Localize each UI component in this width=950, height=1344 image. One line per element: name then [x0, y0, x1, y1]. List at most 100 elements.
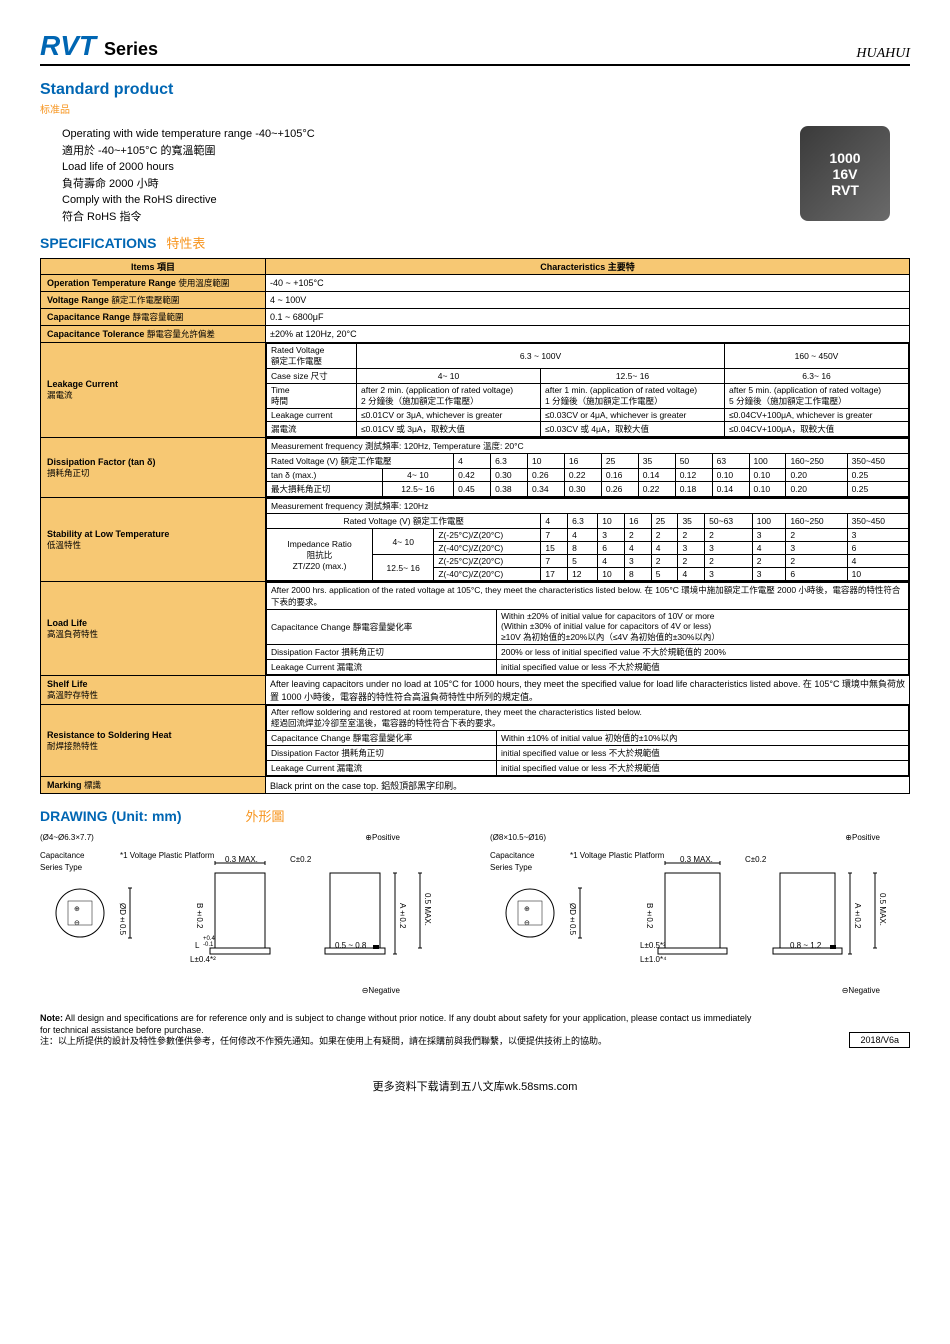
lk-r2c0: Case size 尺寸	[267, 369, 357, 384]
dr2c6: 0.22	[638, 482, 675, 497]
rs-r3b: initial specified value or less 不大於規範值	[497, 761, 909, 776]
sd15: 3	[678, 542, 705, 555]
dh11: 350~450	[847, 454, 908, 469]
dr1c7: 0.12	[675, 469, 712, 482]
sd23: 3	[624, 555, 651, 568]
dh2: 6.3	[491, 454, 528, 469]
sd02: 3	[598, 529, 625, 542]
stab-meas: Measurement frequency 測試頻率: 120Hz	[267, 499, 909, 514]
sd04: 2	[651, 529, 678, 542]
sd34: 5	[651, 568, 678, 581]
op-temp-en: Operation Temperature Range	[47, 278, 176, 288]
intro-l5: Comply with the RoHS directive	[62, 192, 315, 209]
dr2c10: 0.20	[786, 482, 847, 497]
sg0: Impedance Ratio 阻抗比 ZT/Z20 (max.)	[267, 529, 373, 581]
ld-r2b: 200% or less of initial specified value …	[497, 645, 909, 660]
dr2c11: 0.25	[847, 482, 908, 497]
lk-r2c1: 4~ 10	[357, 369, 541, 384]
dh1: 4	[454, 454, 491, 469]
sd05: 2	[678, 529, 705, 542]
sd06: 2	[705, 529, 753, 542]
ld-r1b: Within ±20% of initial value for capacit…	[497, 610, 909, 645]
dr1c10: 0.20	[786, 469, 847, 482]
dl-pos: ⊕Positive	[365, 833, 400, 842]
dr-size: (Ø8×10.5~Ø16)	[490, 833, 546, 842]
dr2c0: 最大損耗角正切	[267, 482, 383, 497]
dl-l2: L±0.4*²	[190, 955, 216, 964]
sd18: 3	[786, 542, 847, 555]
load-intro: After 2000 hrs. application of the rated…	[267, 583, 909, 610]
spec-heading: SPECIFICATIONS 特性表	[40, 233, 910, 252]
dr-d05: ØD±0.5	[568, 903, 577, 935]
dl-d05: ØD±0.5	[118, 903, 127, 935]
lk-r4c2: ≤0.03CV or 4μA, whichever is greater	[541, 409, 725, 422]
dl-r05: 0.5 ~ 0.8	[335, 941, 366, 950]
lk-r5c3: ≤0.04CV+100μA，取較大值	[725, 422, 909, 437]
ld-r2a: Dissipation Factor 損耗角正切	[267, 645, 497, 660]
dr2c7: 0.18	[675, 482, 712, 497]
dl-m03: 0.3 MAX.	[225, 855, 258, 864]
diss-en: Dissipation Factor (tan δ)	[47, 457, 155, 467]
sh5: 25	[651, 514, 678, 529]
sd32: 10	[598, 568, 625, 581]
stab-nested: Measurement frequency 測試頻率: 120Hz Rated …	[266, 498, 909, 581]
ctol-en: Capacitance Tolerance	[47, 329, 144, 339]
dr2c4: 0.30	[564, 482, 601, 497]
spec-cn: 特性表	[166, 236, 205, 251]
dr-rl10: L±1.0*⁴	[640, 955, 667, 964]
vrange-cn: 額定工作電壓範圍	[111, 295, 179, 305]
lk-r1c1: 6.3 ~ 100V	[357, 344, 725, 369]
dr-st: Series Type	[490, 863, 532, 872]
crange-en: Capacitance Range	[47, 312, 130, 322]
dr1c2: 0.30	[491, 469, 528, 482]
drawing-right: (Ø8×10.5~Ø16) ⊕Positive Capacitance *1 V…	[490, 833, 910, 1003]
op-temp-val: -40 ~ +105°C	[266, 275, 910, 292]
note-text: Note: All design and specifications are …	[40, 1013, 760, 1048]
sp1: 4~ 10	[373, 529, 434, 555]
dh7: 50	[675, 454, 712, 469]
res-intro: After reflow soldering and restored at r…	[267, 706, 909, 731]
sd30: 17	[541, 568, 568, 581]
ld-r3b: initial specified value or less 不大於規範值	[497, 660, 909, 675]
sh3: 10	[598, 514, 625, 529]
dr-b02: B±0.2	[645, 903, 654, 928]
sd21: 5	[568, 555, 598, 568]
dr-r08: 0.8 ~ 1.2	[790, 941, 821, 950]
sd25: 2	[678, 555, 705, 568]
brand: RVTSeries	[40, 30, 158, 62]
stab-cn: 低溫特性	[47, 540, 81, 550]
lk-r5c1: ≤0.01CV 或 3μA，取較大值	[357, 422, 541, 437]
dh9: 100	[749, 454, 786, 469]
lk-r5c2: ≤0.03CV 或 4μA，取較大值	[541, 422, 725, 437]
cap-l2: 16V	[833, 166, 858, 182]
diss-cn: 損耗角正切	[47, 468, 90, 478]
spec-table: Items 項目 Characteristics 主要特 Operation T…	[40, 258, 910, 794]
stab-en: Stability at Low Temperature	[47, 529, 169, 539]
lk-r3c2: after 1 min. (application of rated volta…	[541, 384, 725, 409]
sd37: 3	[752, 568, 786, 581]
dr1c5: 0.16	[601, 469, 638, 482]
dl-st: Series Type	[40, 863, 82, 872]
sc2: Z(-40°C)/Z(20°C)	[434, 542, 541, 555]
hdr-char: Characteristics 主要特	[266, 259, 910, 275]
sd31: 12	[568, 568, 598, 581]
dr1c11: 0.25	[847, 469, 908, 482]
leak-en: Leakage Current	[47, 379, 118, 389]
section-title: Standard product	[40, 81, 910, 99]
draw-title: DRAWING (Unit: mm)	[40, 808, 182, 824]
dl-a02: A±0.2	[398, 903, 407, 928]
intro-text: Operating with wide temperature range -4…	[40, 126, 315, 225]
dr2c1: 0.45	[454, 482, 491, 497]
dr1p: 4~ 10	[382, 469, 453, 482]
intro-row: Operating with wide temperature range -4…	[40, 126, 910, 225]
sh7: 50~63	[705, 514, 753, 529]
dh6: 35	[638, 454, 675, 469]
res-nested: After reflow soldering and restored at r…	[266, 705, 909, 776]
crange-val: 0.1 ~ 6800μF	[266, 309, 910, 326]
rs-r1b: Within ±10% of initial value 初始值的±10%以內	[497, 731, 909, 746]
brand-sub: Series	[104, 39, 158, 59]
svg-text:⊕: ⊕	[74, 906, 80, 913]
dl-m05: 0.5 MAX.	[423, 893, 432, 926]
sh8: 100	[752, 514, 786, 529]
intro-l6: 符合 RoHS 指令	[62, 209, 315, 226]
